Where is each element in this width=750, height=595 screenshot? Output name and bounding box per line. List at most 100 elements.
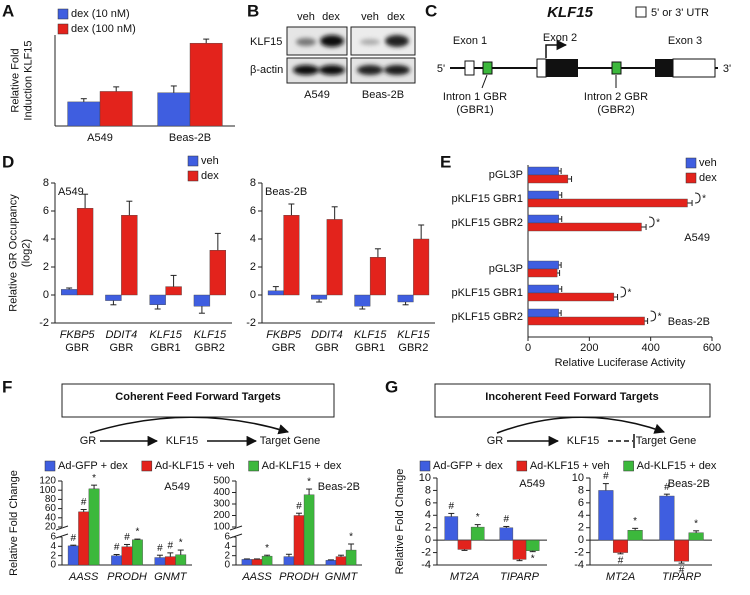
legend-label: dex — [699, 172, 717, 184]
pointer — [481, 74, 488, 89]
significance-label: * — [265, 543, 269, 554]
error-bar — [288, 203, 295, 216]
error-bar — [348, 543, 355, 551]
legend-swatch — [685, 157, 697, 169]
significance-label: * — [92, 473, 96, 484]
bar — [67, 101, 101, 127]
y-tick-label: 8 — [578, 484, 584, 496]
bar — [149, 294, 166, 306]
x-tick-sublabel: GBR1 — [355, 342, 385, 354]
legend-swatch — [57, 23, 69, 35]
legend-swatch — [187, 155, 199, 167]
y-tick-label: pKLF15 GBR1 — [451, 287, 523, 299]
x-tick-label: DDIT4 — [311, 329, 343, 341]
chart-title: Beas-2B — [668, 478, 710, 490]
x-tick-label: 400 — [641, 342, 659, 354]
error-bar — [617, 552, 624, 555]
y-tick-label: 8 — [425, 484, 431, 496]
y-tick-label: pKLF15 GBR1 — [451, 193, 523, 205]
x-tick-label: KLF15 — [194, 329, 227, 341]
legend-label: Ad-KLF15 + dex — [262, 460, 342, 472]
exon — [546, 59, 578, 77]
significance-label: * — [531, 553, 535, 564]
bar — [527, 308, 559, 318]
gbr-box — [482, 61, 493, 75]
legend-label: veh — [699, 157, 717, 169]
gbr-label: (GBR2) — [597, 104, 634, 116]
significance-label: * — [702, 194, 706, 205]
legend-swatch — [623, 460, 634, 472]
error-bar — [91, 484, 98, 489]
error-bar — [558, 262, 562, 268]
legend-swatch — [44, 460, 56, 472]
panel-label: B — [247, 1, 259, 20]
bar — [131, 539, 143, 566]
error-bar — [474, 524, 481, 528]
error-bar — [126, 200, 133, 216]
bar — [209, 249, 227, 296]
x-tick-label: KLF15 — [354, 329, 387, 341]
error-bar — [516, 559, 523, 562]
gbr-label: (GBR1) — [456, 104, 493, 116]
error-bar — [272, 286, 279, 291]
bar — [165, 286, 182, 296]
error-bar — [529, 550, 536, 553]
legend-label: Ad-KLF15 + veh — [530, 460, 610, 472]
significance-label: # — [81, 497, 87, 508]
error-bar — [359, 306, 366, 310]
bar — [598, 490, 614, 541]
bar — [261, 555, 273, 566]
error-bar — [82, 193, 89, 209]
y-tick-label: 10 — [419, 472, 431, 484]
error-bar — [567, 176, 573, 182]
x-tick-sublabel: GBR2 — [195, 342, 225, 354]
bar — [78, 511, 90, 566]
error-bar — [558, 216, 563, 222]
error-bar — [264, 554, 271, 557]
error-bar — [113, 86, 120, 92]
panel-label: F — [2, 377, 12, 396]
error-bar — [448, 512, 455, 517]
significance-label: * — [476, 512, 480, 523]
bracket — [695, 192, 701, 204]
bar — [105, 294, 122, 301]
bar — [527, 222, 642, 232]
significance-label: # — [114, 542, 120, 553]
y-tick-label: 0 — [425, 534, 431, 546]
node: KLF15 — [567, 435, 599, 447]
bar — [326, 219, 343, 296]
error-bar — [124, 543, 130, 547]
row-label: β-actin — [250, 64, 283, 76]
node: GR — [80, 435, 97, 447]
gbr-label: Intron 1 GBR — [443, 91, 507, 103]
error-bar — [214, 232, 221, 251]
x-tick-label: KLF15 — [397, 329, 430, 341]
band — [384, 65, 410, 75]
x-tick-label: DDIT4 — [105, 329, 137, 341]
y-tick-label: 0 — [43, 289, 49, 301]
bar — [345, 549, 357, 566]
bar — [283, 214, 300, 296]
exon-label: Exon 1 — [453, 35, 487, 47]
bracket — [650, 310, 657, 322]
x-tick-label: TIPARP — [662, 571, 702, 583]
chart-title: Beas-2B — [265, 186, 307, 198]
y-tick-label: 6 — [250, 205, 256, 217]
axis-break — [55, 533, 69, 539]
significance-label: # — [296, 501, 302, 512]
significance-label: # — [70, 533, 76, 544]
chart-title: A549 — [164, 481, 190, 493]
bar — [527, 260, 559, 270]
feed-forward-diagram: Incoherent Feed Forward Targets GR KLF15… — [434, 383, 711, 448]
x-tick-label: MT2A — [450, 571, 479, 583]
bar — [175, 554, 187, 566]
error-bar — [177, 549, 184, 555]
panel-label: A — [2, 1, 14, 20]
lane-label: veh — [361, 11, 379, 23]
y-axis-label: Relative Fold Change — [394, 469, 406, 575]
tss-arrow — [545, 39, 568, 58]
bar — [267, 290, 284, 296]
lane-label: dex — [387, 11, 405, 23]
y-tick-label: 0 — [250, 289, 256, 301]
y-tick-label: 4 — [50, 541, 56, 552]
